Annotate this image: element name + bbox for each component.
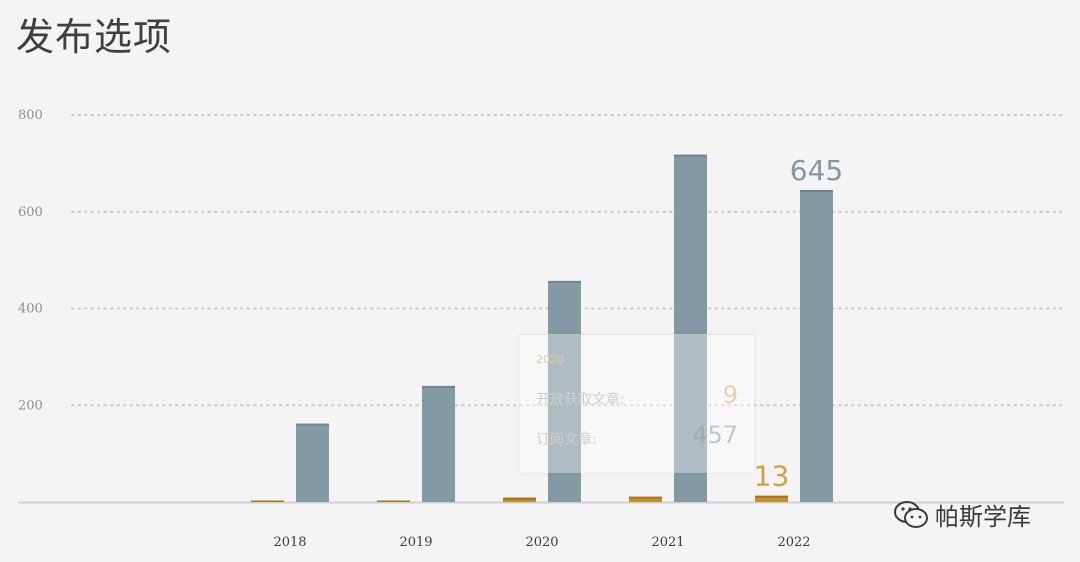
y-tick-label: 800 [18,108,43,123]
x-tick-label: 2018 [273,535,306,550]
x-axis-ticks: 2018 2019 2020 2021 2022 [273,535,810,550]
bar-sub-2022[interactable] [800,189,833,502]
x-tick-label: 2020 [525,535,558,550]
bar-cap [251,500,284,502]
bar-cap [548,280,581,283]
bar-cap [674,154,707,157]
y-tick-label: 400 [18,302,43,317]
bar-cap [629,496,662,499]
tooltip-value-sub: 457 [692,421,738,449]
bar-open-2022[interactable] [755,495,788,502]
bar-cap [503,497,536,500]
bar-sub-2019[interactable] [422,385,455,502]
bar-sub-2018[interactable] [296,423,329,502]
tooltip-value-open: 9 [722,381,738,409]
bar-cap [422,385,455,388]
bar-cap [377,500,410,502]
bar-cap [800,189,833,192]
bar-sub-2020[interactable] [548,280,581,502]
bars [251,154,833,503]
tooltip-year: 2020 [536,353,564,366]
tooltip: 2020 开放获取文章: 9 订阅文章: 457 [520,334,754,473]
x-tick-label: 2022 [777,535,810,550]
wechat-icon [894,500,928,528]
tooltip-label-open: 开放获取文章: [536,392,625,408]
x-tick-label: 2021 [651,535,684,550]
bar-sub-2021[interactable] [674,154,707,503]
bar-cap [296,423,329,426]
data-label: 13 [754,460,790,493]
bar-open-2020[interactable] [503,497,536,502]
data-labels: 13 645 [754,154,844,493]
x-tick-label: 2019 [399,535,432,550]
watermark: 帕斯学库 [893,497,1031,532]
tooltip-label-sub: 订阅文章: [536,432,597,448]
bar-cap [755,495,788,498]
y-tick-label: 600 [18,205,43,220]
bar-open-2021[interactable] [629,496,662,502]
chart-title: 发布选项 [16,15,173,59]
data-label: 645 [790,154,843,187]
y-tick-label: 200 [18,398,43,413]
y-axis-ticks: 200 400 600 800 [18,108,43,413]
watermark-text: 帕斯学库 [935,503,1031,531]
